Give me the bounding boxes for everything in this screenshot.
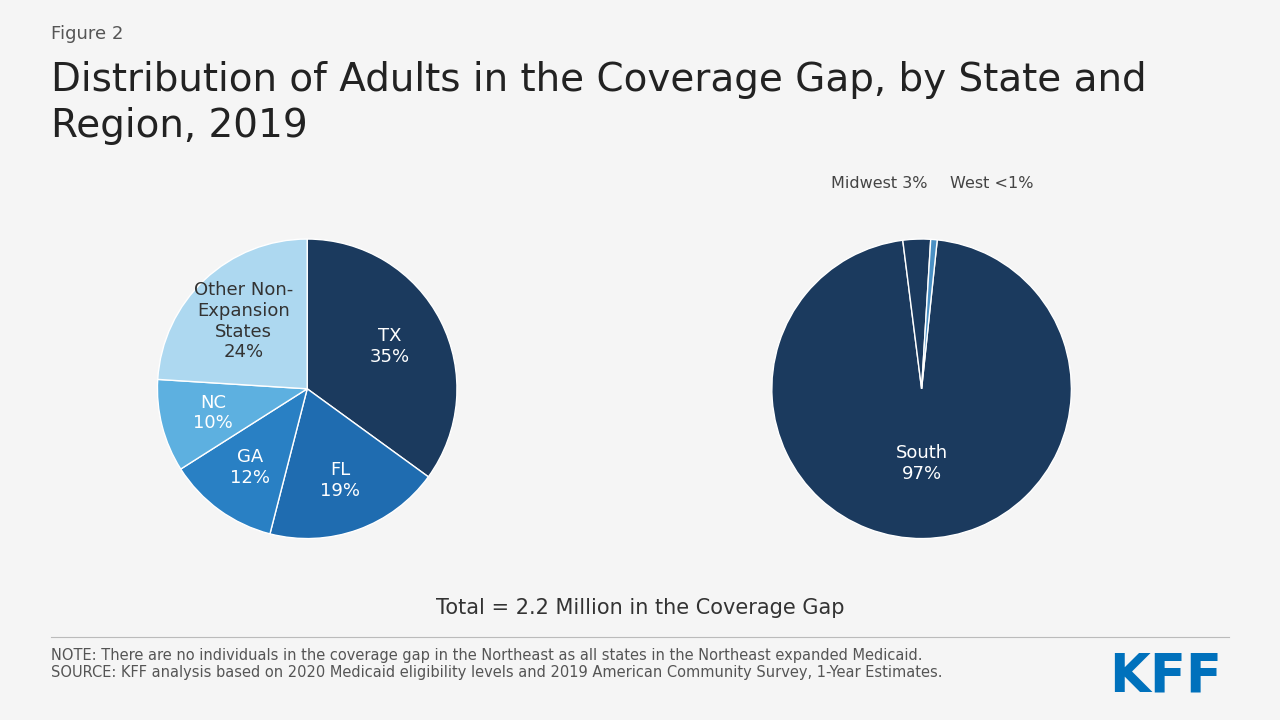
Wedge shape (180, 389, 307, 534)
Text: FL
19%: FL 19% (320, 461, 360, 500)
Wedge shape (157, 379, 307, 469)
Text: Other Non-
Expansion
States
24%: Other Non- Expansion States 24% (195, 281, 293, 361)
Wedge shape (902, 239, 931, 389)
Text: Total = 2.2 Million in the Coverage Gap: Total = 2.2 Million in the Coverage Gap (435, 598, 845, 618)
Wedge shape (307, 239, 457, 477)
Wedge shape (922, 239, 937, 389)
Text: GA
12%: GA 12% (230, 448, 270, 487)
Wedge shape (772, 240, 1071, 539)
Wedge shape (270, 389, 429, 539)
Text: KFF: KFF (1110, 650, 1222, 702)
Text: South
97%: South 97% (896, 444, 948, 483)
Text: TX
35%: TX 35% (370, 328, 410, 366)
Text: Figure 2: Figure 2 (51, 25, 124, 43)
Text: NOTE: There are no individuals in the coverage gap in the Northeast as all state: NOTE: There are no individuals in the co… (51, 648, 942, 680)
Text: Midwest 3%: Midwest 3% (831, 176, 928, 191)
Wedge shape (157, 239, 307, 389)
Text: Distribution of Adults in the Coverage Gap, by State and
Region, 2019: Distribution of Adults in the Coverage G… (51, 61, 1147, 145)
Text: West <1%: West <1% (950, 176, 1034, 191)
Text: NC
10%: NC 10% (193, 394, 233, 433)
